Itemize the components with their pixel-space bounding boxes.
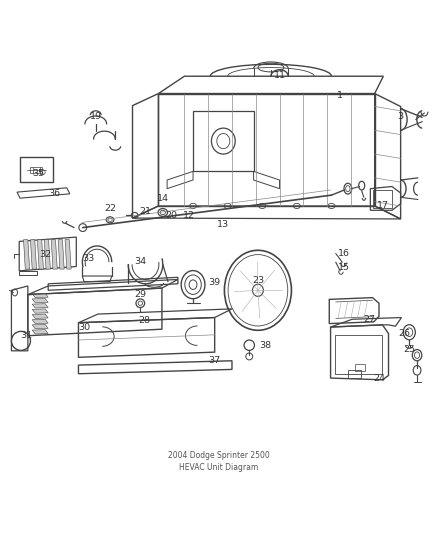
- Text: 1: 1: [337, 91, 343, 100]
- Bar: [348, 370, 361, 378]
- Polygon shape: [51, 240, 57, 269]
- Text: 24: 24: [373, 374, 385, 383]
- Text: 25: 25: [403, 345, 415, 354]
- Text: 3: 3: [398, 111, 404, 120]
- Polygon shape: [32, 304, 48, 308]
- Text: 30: 30: [78, 324, 90, 333]
- Bar: [30, 167, 42, 173]
- Text: 27: 27: [364, 315, 375, 324]
- Text: 17: 17: [377, 201, 389, 211]
- Text: 22: 22: [104, 204, 116, 213]
- Text: 29: 29: [134, 290, 146, 299]
- Polygon shape: [32, 329, 48, 334]
- Text: 37: 37: [208, 356, 220, 365]
- Text: 12: 12: [183, 211, 195, 220]
- Text: 11: 11: [274, 71, 286, 80]
- Text: 36: 36: [48, 189, 60, 198]
- Polygon shape: [32, 298, 48, 303]
- Text: 2004 Dodge Sprinter 2500
HEVAC Unit Diagram: 2004 Dodge Sprinter 2500 HEVAC Unit Diag…: [168, 451, 270, 472]
- Polygon shape: [32, 314, 48, 318]
- Text: 15: 15: [339, 263, 350, 272]
- Text: 20: 20: [166, 211, 177, 220]
- Bar: [355, 364, 365, 371]
- Text: 14: 14: [157, 193, 169, 203]
- Bar: [193, 111, 254, 172]
- Text: 23: 23: [252, 276, 264, 285]
- Text: 16: 16: [339, 249, 350, 258]
- Polygon shape: [32, 309, 48, 313]
- Text: 38: 38: [260, 341, 272, 350]
- Bar: [372, 190, 392, 208]
- Polygon shape: [32, 319, 48, 324]
- Text: 34: 34: [134, 257, 146, 266]
- Polygon shape: [24, 240, 30, 269]
- Polygon shape: [32, 325, 48, 329]
- Text: 31: 31: [21, 331, 32, 340]
- Polygon shape: [31, 240, 36, 269]
- Polygon shape: [37, 240, 43, 269]
- Polygon shape: [65, 240, 71, 269]
- Text: 19: 19: [90, 111, 102, 120]
- Text: 26: 26: [398, 329, 410, 338]
- Polygon shape: [58, 240, 64, 269]
- Text: 35: 35: [32, 169, 44, 178]
- Text: 33: 33: [82, 254, 95, 263]
- Text: 21: 21: [139, 207, 152, 216]
- Text: 32: 32: [39, 250, 51, 259]
- Text: 13: 13: [217, 220, 230, 229]
- Text: 28: 28: [138, 316, 151, 325]
- Text: 39: 39: [208, 278, 220, 287]
- Polygon shape: [32, 293, 48, 297]
- Bar: [20, 157, 53, 182]
- Polygon shape: [44, 240, 50, 269]
- Bar: [335, 335, 382, 374]
